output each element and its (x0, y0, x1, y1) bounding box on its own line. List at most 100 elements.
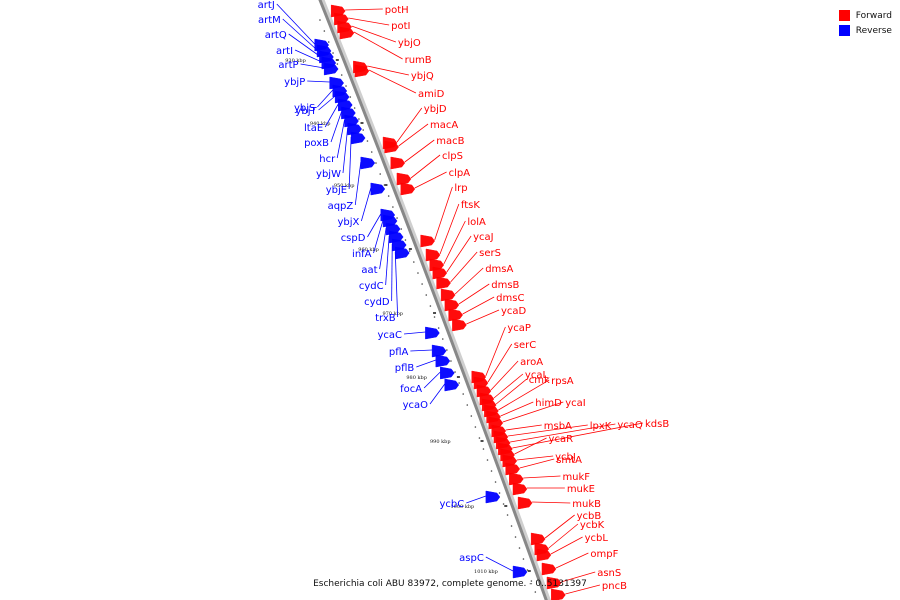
gene-label[interactable]: ybjE (326, 185, 347, 196)
gene-focA[interactable]: focA (400, 366, 455, 395)
gene-label[interactable]: ycaL (525, 370, 549, 381)
gene-ycbB[interactable]: ycbB (530, 511, 602, 546)
gene-arrow[interactable] (505, 462, 521, 476)
gene-label[interactable]: ycbC (440, 499, 465, 510)
gene-ompF[interactable]: ompF (541, 549, 619, 576)
gene-arrow[interactable] (530, 532, 546, 546)
gene-label[interactable]: serS (479, 248, 501, 259)
gene-clpA[interactable]: clpA (400, 168, 470, 196)
gene-pflB[interactable]: pflB (395, 354, 451, 374)
gene-aqpZ[interactable]: aqpZ (328, 156, 376, 212)
gene-arrow[interactable] (448, 308, 463, 322)
gene-label[interactable]: serC (514, 340, 536, 351)
gene-ycaO[interactable]: ycaO (403, 378, 460, 411)
gene-asnS[interactable]: asnS (546, 568, 621, 590)
gene-label[interactable]: artI (276, 46, 293, 57)
gene-arrow[interactable] (420, 234, 436, 248)
gene-label[interactable]: artP (278, 60, 298, 71)
gene-label[interactable]: ybjQ (411, 71, 434, 82)
gene-dmsC[interactable]: dmsC (448, 293, 525, 322)
gene-ybjX[interactable]: ybjX (337, 182, 386, 228)
gene-ycbC[interactable]: ycbC (440, 490, 501, 510)
gene-label[interactable]: ftsK (461, 200, 480, 211)
gene-arrow[interactable] (339, 26, 355, 40)
gene-pflA[interactable]: pflA (389, 344, 447, 358)
gene-arrow[interactable] (440, 288, 456, 302)
gene-label[interactable]: mukF (562, 472, 590, 483)
gene-arrow[interactable] (436, 276, 451, 290)
gene-ftsK[interactable]: ftsK (425, 200, 480, 262)
gene-label[interactable]: mukB (572, 499, 601, 510)
gene-arrow[interactable] (444, 298, 460, 312)
gene-label[interactable]: potH (385, 5, 409, 16)
gene-label[interactable]: mukE (567, 484, 595, 495)
gene-label[interactable]: ycaD (501, 306, 527, 317)
gene-label[interactable]: ycbK (580, 520, 605, 531)
gene-arrow[interactable] (425, 248, 441, 262)
gene-arrow[interactable] (444, 378, 460, 392)
gene-arrow[interactable] (536, 548, 552, 562)
gene-label[interactable]: ycbB (577, 511, 602, 522)
gene-label[interactable]: infA (352, 249, 372, 260)
gene-arrow[interactable] (350, 131, 366, 145)
gene-arrow[interactable] (440, 366, 455, 380)
gene-label[interactable]: ycbL (585, 533, 609, 544)
gene-arrow[interactable] (551, 588, 566, 600)
gene-arrow[interactable] (395, 246, 410, 260)
gene-label[interactable]: cydC (359, 281, 384, 292)
gene-label[interactable]: asnS (597, 568, 621, 579)
gene-label[interactable]: ybjO (398, 38, 421, 49)
gene-label[interactable]: ycaP (507, 323, 531, 334)
gene-lrp[interactable]: lrp (420, 183, 468, 248)
gene-label[interactable]: potI (391, 21, 410, 32)
gene-pncB[interactable]: pncB (551, 581, 627, 600)
gene-artP[interactable]: artP (278, 60, 339, 76)
gene-ycaJ[interactable]: ycaJ (432, 232, 494, 280)
gene-label[interactable]: ycaR (549, 434, 574, 445)
gene-label[interactable]: ycaC (377, 330, 402, 341)
gene-label[interactable]: aroA (520, 357, 543, 368)
gene-label[interactable]: ycaO (403, 400, 429, 411)
gene-label[interactable]: rumB (405, 55, 432, 66)
gene-label[interactable]: dmsA (485, 264, 513, 275)
gene-label[interactable]: ycbJ (555, 452, 576, 463)
gene-label[interactable]: cspD (341, 233, 366, 244)
gene-label[interactable]: aspC (459, 553, 484, 564)
gene-arrow[interactable] (323, 62, 339, 76)
gene-label[interactable]: artJ (258, 0, 275, 11)
gene-label[interactable]: aat (361, 265, 377, 276)
gene-arrow[interactable] (541, 562, 557, 576)
gene-ycbL[interactable]: ycbL (536, 533, 609, 562)
gene-label[interactable]: dmsC (496, 293, 524, 304)
gene-aspC[interactable]: aspC (459, 553, 528, 579)
gene-label[interactable]: cmk (529, 375, 550, 386)
gene-arrow[interactable] (512, 482, 528, 496)
gene-mukE[interactable]: mukE (512, 482, 595, 496)
gene-label[interactable]: poxB (304, 138, 329, 149)
gene-label[interactable]: ybjT (295, 106, 317, 117)
gene-ycaP[interactable]: ycaP (471, 323, 531, 384)
gene-label[interactable]: ybjS (294, 103, 315, 114)
gene-label[interactable]: lrp (454, 183, 467, 194)
gene-arrow[interactable] (360, 156, 376, 170)
gene-trxB[interactable]: trxB (375, 246, 410, 324)
gene-macA[interactable]: macA (384, 120, 459, 154)
gene-label[interactable]: macB (436, 136, 464, 147)
gene-aroA[interactable]: aroA (476, 357, 543, 398)
gene-ybjE[interactable]: ybjE (326, 131, 366, 196)
gene-label[interactable]: himD (535, 398, 562, 409)
gene-arrow[interactable] (517, 496, 533, 510)
gene-arrow[interactable] (390, 156, 406, 170)
gene-mukB[interactable]: mukB (517, 496, 601, 510)
gene-label[interactable]: pflA (389, 347, 409, 358)
gene-label[interactable]: ycaJ (473, 232, 494, 243)
gene-label[interactable]: hcr (319, 154, 336, 165)
gene-arrow[interactable] (509, 472, 524, 486)
gene-label[interactable]: ybjP (284, 77, 305, 88)
gene-label[interactable]: amiD (418, 89, 445, 100)
gene-label[interactable]: ybjX (337, 217, 359, 228)
gene-label[interactable]: ybjW (316, 169, 341, 180)
gene-ycaC[interactable]: ycaC (377, 326, 440, 341)
gene-label[interactable]: clpS (442, 151, 463, 162)
gene-label[interactable]: lolA (467, 217, 486, 228)
